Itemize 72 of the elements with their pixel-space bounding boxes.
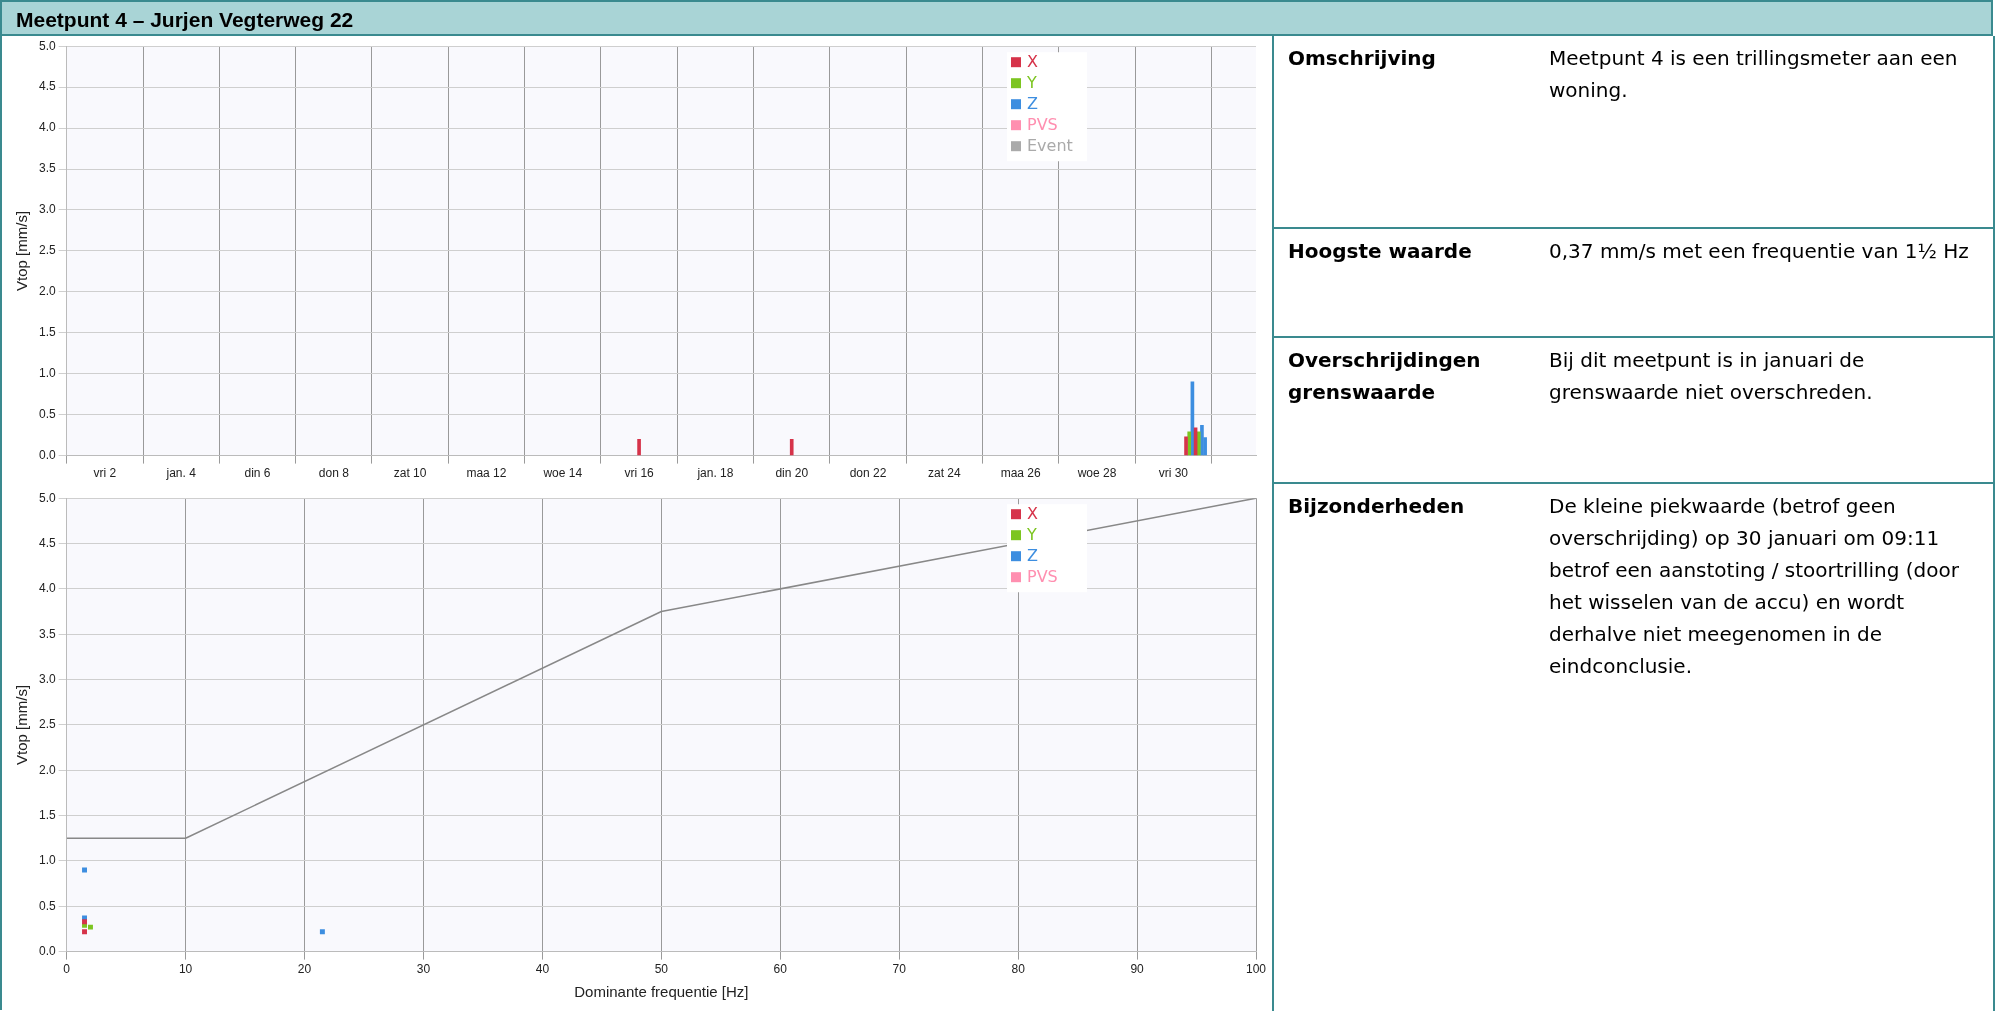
x-tick-label: 80 — [1011, 962, 1026, 977]
legend-label: X — [1027, 52, 1038, 72]
y-tick-label: 5.0 — [38, 38, 56, 53]
y-tick-label: 2.5 — [38, 717, 56, 732]
x-tick-label: 40 — [535, 962, 550, 977]
x-tick-label: vri 2 — [93, 466, 117, 481]
x-tick-label: 10 — [178, 962, 193, 977]
x-tick-label: woe 14 — [542, 466, 583, 481]
y-tick-label: 3.0 — [38, 671, 56, 686]
x-tick-label: vri 16 — [624, 466, 655, 481]
y-tick-label: 4.0 — [38, 581, 56, 596]
legend-label: Y — [1026, 525, 1037, 545]
text: Overschrijdingen grenswaarde — [1287, 347, 1482, 406]
x-tick-label: don 22 — [849, 466, 887, 481]
y-tick-label: 3.0 — [38, 202, 56, 217]
point — [82, 929, 87, 935]
x-tick-label: don 8 — [318, 466, 350, 481]
y-axis-title: Vtop [mm/s] — [13, 684, 31, 765]
y-tick-label: 0.0 — [38, 447, 56, 462]
y-tick-label: 4.5 — [38, 535, 56, 550]
x-tick-label: zat 10 — [393, 466, 427, 481]
x-tick-label: maa 26 — [1000, 466, 1042, 481]
text: Bijzonderheden — [1287, 493, 1466, 520]
x-tick-label: zat 24 — [928, 466, 962, 481]
y-axis-title: Vtop [mm/s] — [13, 210, 31, 291]
text: Hoogste waarde — [1287, 238, 1473, 265]
text: De kleine piekwaarde (betrof geen overschrijding) op 30 januari om 09:11 betrof een aanstoting / stoortrilling (door het wisselen van de accu) en wordt derhalve niet meegenomen in de eindconclusie. — [1549, 493, 1960, 680]
x-tick-label: din 6 — [244, 466, 271, 481]
text: Omschrijving — [1287, 45, 1437, 72]
x-tick-label: jan. 4 — [165, 466, 197, 481]
y-tick-label: 0.0 — [38, 943, 56, 958]
x-tick-label: 50 — [654, 962, 669, 977]
legend-label: Z — [1027, 94, 1038, 114]
x-tick-label: woe 28 — [1076, 466, 1117, 481]
y-tick-label: 1.0 — [38, 853, 56, 868]
point — [319, 929, 325, 935]
y-tick-label: 1.5 — [38, 325, 56, 340]
y-tick-label: 2.0 — [38, 284, 56, 299]
y-tick-label: 0.5 — [38, 898, 56, 913]
y-tick-label: 4.0 — [38, 120, 56, 135]
legend-label: Event — [1027, 136, 1073, 156]
text: 0,37 mm/s met een frequentie van 1½ Hz — [1549, 238, 1970, 265]
y-tick-label: 4.5 — [38, 79, 56, 94]
legend-label: X — [1027, 504, 1038, 524]
y-tick-label: 2.5 — [38, 243, 56, 258]
text: Bij dit meetpunt is in januari de grenswaarde niet overschreden. — [1549, 347, 1874, 406]
legend-label: Y — [1026, 73, 1037, 93]
y-tick-label: 1.0 — [38, 366, 56, 381]
x-tick-label: 0 — [63, 962, 71, 977]
x-tick-label: 90 — [1130, 962, 1145, 977]
y-tick-label: 5.0 — [38, 490, 56, 505]
x-tick-label: din 20 — [775, 466, 809, 481]
y-tick-label: 1.5 — [38, 807, 56, 822]
chart-title: Meetpunt 4 – Jurjen Vegterweg 22 — [0, 0, 1993, 36]
y-tick-label: 3.5 — [38, 626, 56, 641]
x-tick-label: 100 — [1245, 962, 1267, 977]
legend-label: Z — [1027, 546, 1038, 566]
x-tick-label: vri 30 — [1158, 466, 1189, 481]
legend-label: PVS — [1027, 115, 1058, 135]
y-tick-label: 2.0 — [38, 762, 56, 777]
text: Meetpunt 4 is een trillingsmeter aan een woning. — [1549, 45, 1959, 104]
x-tick-label: maa 12 — [466, 466, 507, 481]
point — [87, 924, 93, 930]
x-tick-label: 30 — [416, 962, 431, 977]
x-axis-title: Dominante frequentie [Hz] — [574, 983, 749, 1001]
y-tick-label: 3.5 — [38, 161, 56, 176]
x-tick-label: 70 — [892, 962, 907, 977]
y-tick-label: 0.5 — [38, 406, 56, 421]
x-tick-label: 20 — [297, 962, 312, 977]
x-tick-label: 60 — [773, 962, 788, 977]
x-tick-label: jan. 18 — [696, 466, 734, 481]
legend-label: PVS — [1027, 567, 1058, 587]
